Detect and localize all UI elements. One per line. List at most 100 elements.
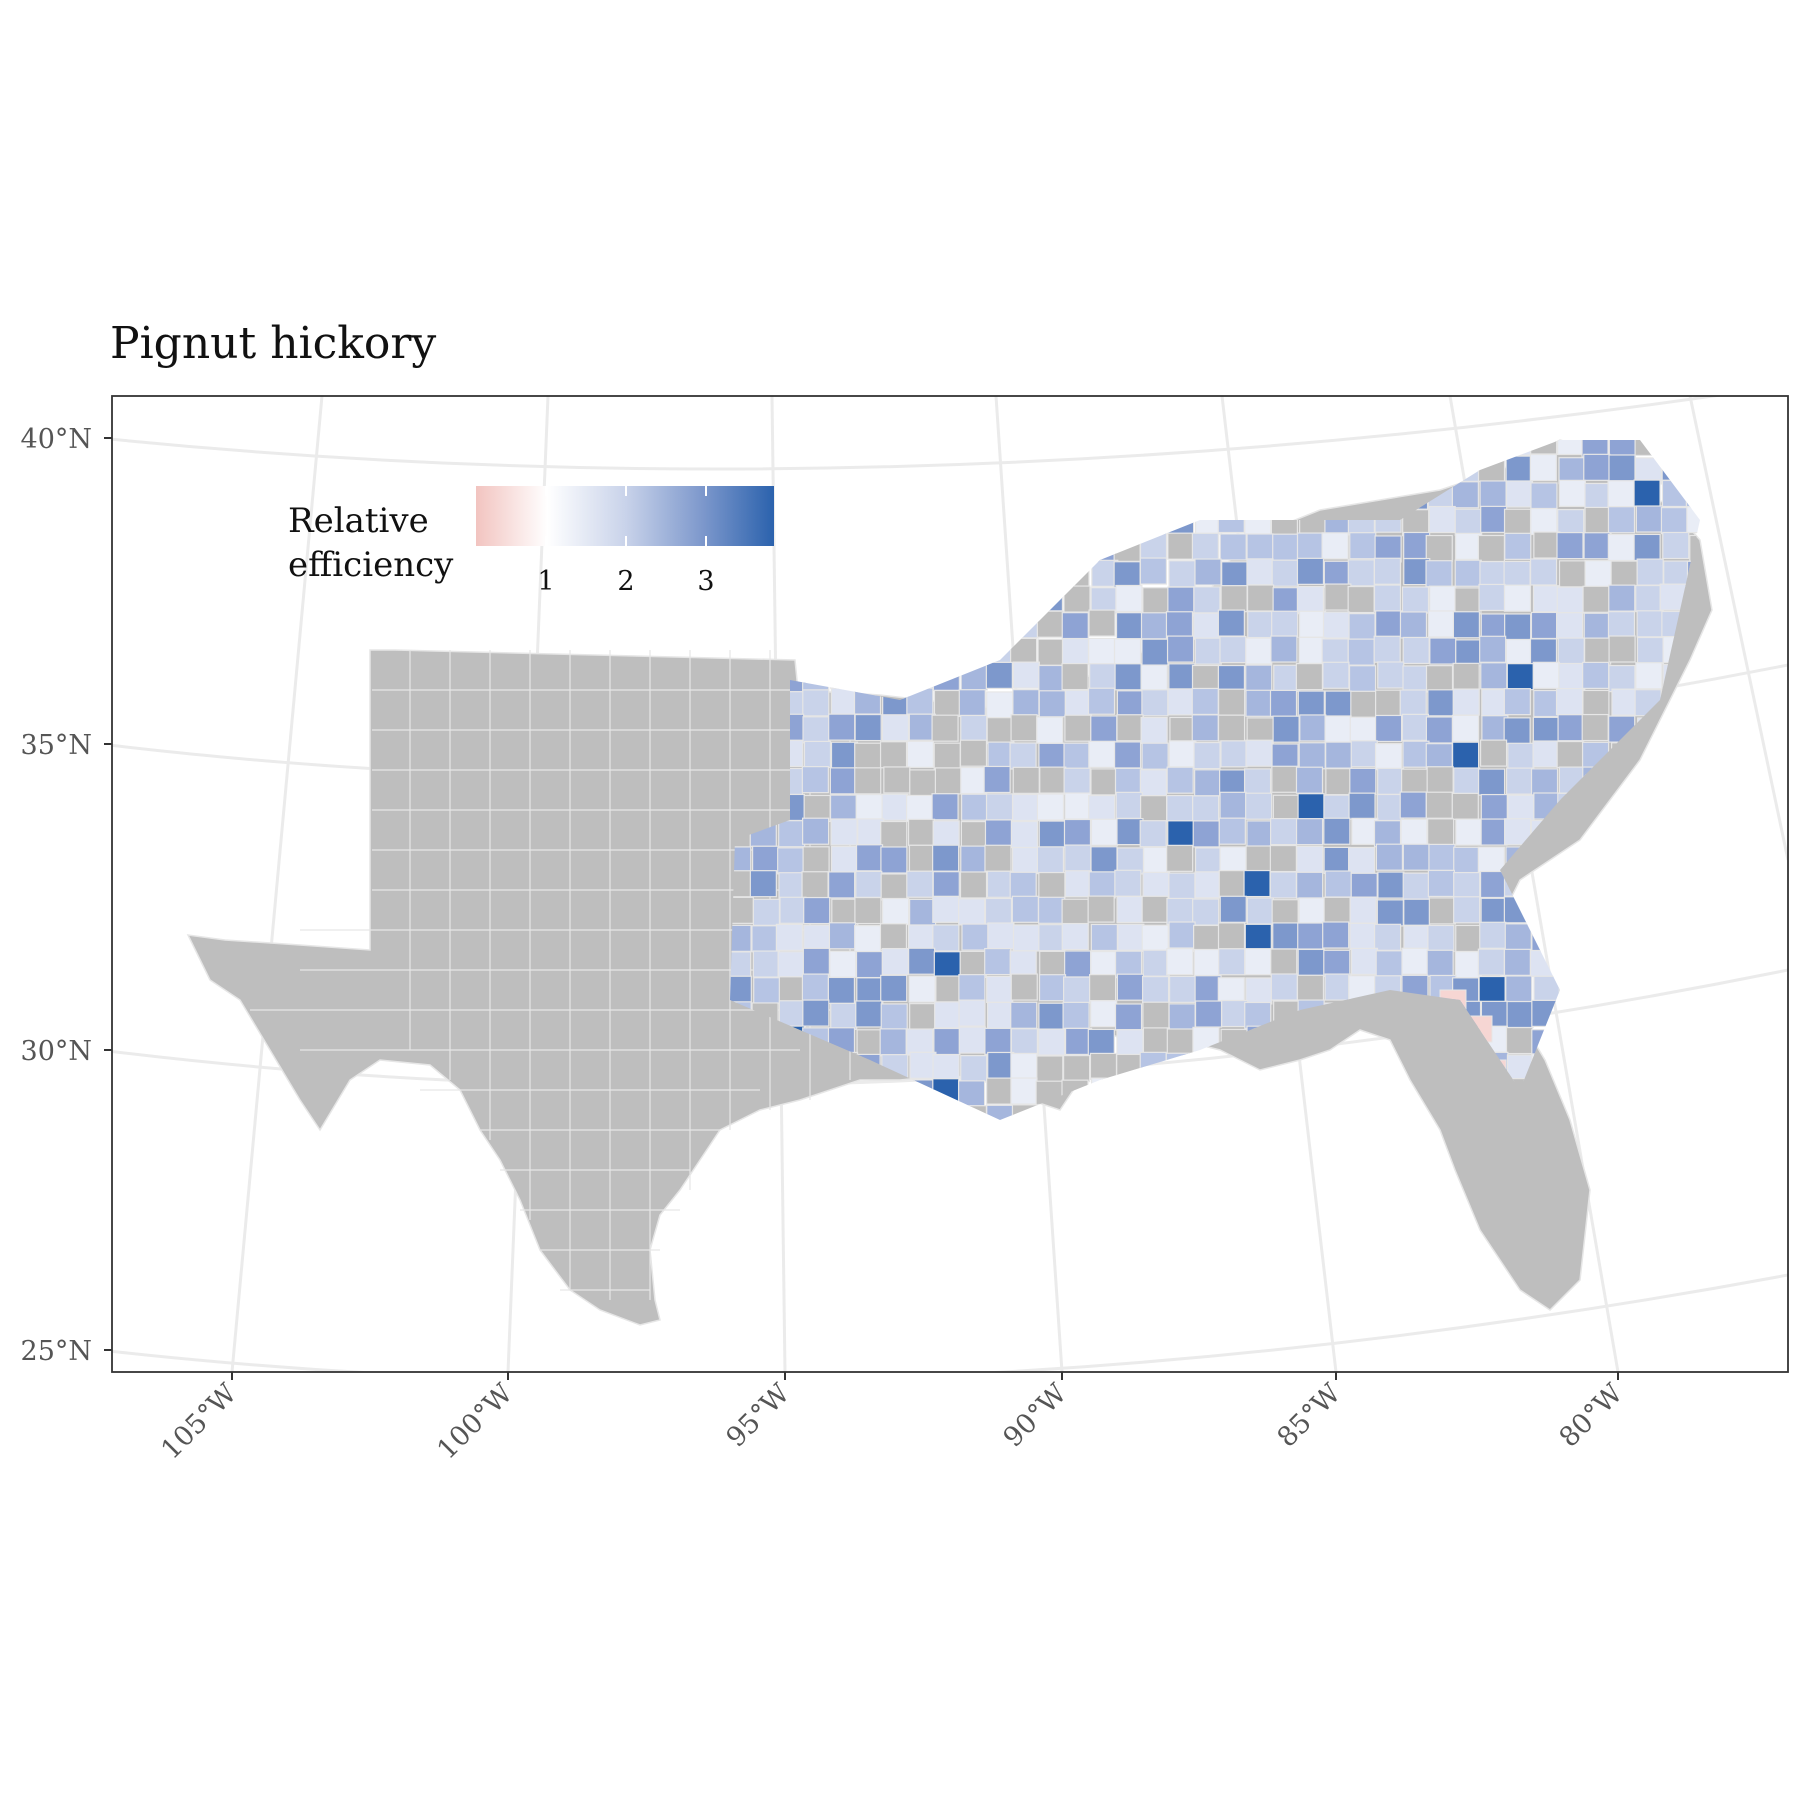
county-cell: [1012, 924, 1041, 952]
county-cell: [1351, 817, 1379, 845]
county-cell: [1166, 948, 1194, 976]
county-cell: [1194, 558, 1222, 586]
county-cell: [986, 1077, 1014, 1105]
county-cell: [1090, 715, 1118, 743]
county-cell: [908, 844, 937, 872]
county-cell: [1088, 794, 1116, 823]
county-cell: [1064, 714, 1092, 742]
county-cell: [1401, 586, 1430, 614]
county-cell: [1245, 845, 1273, 873]
county-cell: [1038, 690, 1066, 718]
county-cell: [1374, 714, 1403, 743]
county-cell: [1166, 794, 1194, 823]
county-cell: [1295, 818, 1324, 846]
county-cell: [1245, 664, 1273, 692]
county-cell: [1451, 792, 1479, 820]
county-cell: [1243, 768, 1272, 796]
county-cell: [829, 794, 858, 822]
county-cell: [986, 975, 1014, 1004]
county-cell: [1557, 714, 1585, 742]
county-cell: [986, 717, 1014, 745]
county-cell: [1427, 869, 1455, 898]
county-cell: [1427, 689, 1455, 717]
county-cell: [961, 923, 989, 951]
county-cell: [1454, 559, 1482, 587]
county-cell: [1296, 585, 1325, 614]
county-cell: [1662, 531, 1690, 560]
county-cell: [1349, 922, 1377, 950]
county-cell: [1533, 531, 1561, 559]
lon-axis: [231, 1372, 1619, 1380]
county-cell: [1114, 869, 1142, 897]
county-cell: [1296, 557, 1325, 585]
county-cell: [1376, 899, 1404, 927]
county-cell: [1425, 534, 1453, 563]
county-cell: [1349, 716, 1377, 744]
county-cell: [1400, 818, 1428, 846]
county-cell: [1505, 975, 1533, 1003]
county-cell: [1191, 532, 1219, 560]
county-cell: [1479, 635, 1507, 663]
county-cell: [1246, 558, 1274, 586]
county-cell: [881, 947, 909, 976]
county-cell: [802, 716, 830, 744]
county-cell: [1193, 741, 1221, 770]
county-cell: [1010, 1028, 1038, 1056]
county-cell: [1455, 532, 1483, 560]
legend-tick-1: 1: [537, 566, 554, 597]
county-cell: [1425, 665, 1454, 693]
county-cell: [1324, 973, 1352, 1001]
county-cell: [1063, 1054, 1091, 1083]
county-cell: [1140, 664, 1168, 692]
county-cell: [960, 820, 989, 849]
county-cell: [1480, 662, 1508, 690]
county-cell: [1373, 635, 1401, 663]
county-cell: [1529, 558, 1558, 586]
county-cell: [933, 1027, 961, 1056]
county-cell: [751, 845, 780, 873]
county-cell: [752, 898, 781, 926]
county-cell: [1090, 1000, 1118, 1028]
county-cell: [1611, 688, 1639, 716]
county-cell: [1273, 664, 1301, 692]
county-cell: [1350, 872, 1378, 900]
county-cell: [1113, 638, 1142, 666]
county-cell: [1377, 871, 1405, 899]
county-cell: [779, 896, 807, 924]
county-cell: [1429, 585, 1457, 613]
county-cell: [1038, 974, 1067, 1002]
county-cell: [1348, 846, 1376, 875]
county-cell: [749, 870, 777, 898]
county-cell: [1373, 557, 1402, 585]
county-cell: [1272, 715, 1300, 743]
lon-label-105: 105°W: [155, 1378, 243, 1466]
county-cell: [777, 951, 805, 979]
county-cell: [830, 845, 859, 874]
county-cell: [1142, 846, 1171, 875]
county-cell: [1062, 976, 1091, 1004]
lat-label-40: 40°N: [21, 424, 92, 455]
county-cell: [931, 793, 959, 821]
county-cell: [958, 999, 986, 1027]
county-cell: [1009, 871, 1037, 899]
county-cell: [1139, 557, 1168, 585]
county-cell: [1660, 507, 1689, 535]
county-cell: [960, 793, 989, 821]
county-cell: [1583, 612, 1611, 640]
county-cell: [1454, 951, 1482, 979]
county-cell: [932, 844, 960, 872]
county-cell: [1061, 922, 1089, 951]
county-cell: [984, 844, 1012, 872]
county-cell: [1506, 1000, 1534, 1029]
county-cell: [986, 870, 1015, 898]
county-cell: [1219, 846, 1247, 874]
legend: Relative efficiency 1 2 3: [288, 486, 774, 597]
county-cell: [1505, 767, 1534, 795]
county-cell: [1219, 533, 1247, 561]
county-cell: [1555, 688, 1584, 716]
county-cell: [906, 1028, 934, 1056]
county-cell: [879, 1028, 907, 1056]
county-cell: [1506, 663, 1534, 691]
county-cell: [1194, 1000, 1223, 1028]
county-cell: [1504, 923, 1532, 951]
